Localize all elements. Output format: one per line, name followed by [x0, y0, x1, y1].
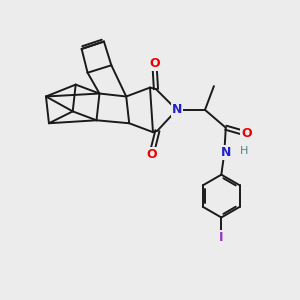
Text: N: N [220, 146, 231, 160]
Text: H: H [240, 146, 248, 157]
Text: I: I [219, 231, 224, 244]
Text: N: N [172, 103, 182, 116]
Text: O: O [149, 57, 160, 70]
Text: O: O [146, 148, 157, 161]
Text: O: O [241, 127, 252, 140]
